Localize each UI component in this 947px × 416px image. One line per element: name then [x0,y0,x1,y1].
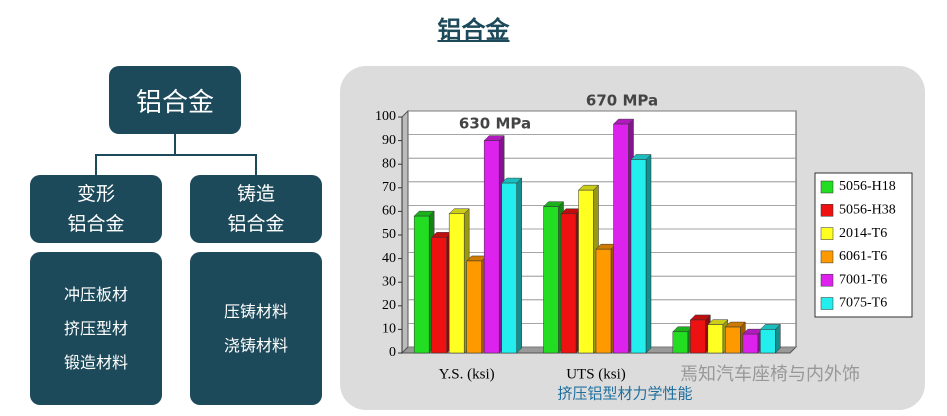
annotation: 630 MPa [459,115,531,133]
bar [466,260,482,354]
branch-label: 铝合金 [227,213,285,235]
x-tick-label: Y.S. (ksi) [439,366,495,382]
item-text: 冲压板材 [63,284,128,304]
legend-swatch [820,250,834,264]
annotation: 670 MPa [586,92,658,110]
legend-label: 6061-T6 [839,249,887,264]
items-box: 冲压板材挤压型材锻造材料 [30,252,162,405]
y-tick-label: 90 [382,133,396,148]
legend-label: 5056-H18 [839,179,896,194]
legend-swatch [820,204,834,217]
bar [543,206,559,354]
y-tick-label: 50 [382,227,396,242]
item-text: 浇铸材料 [223,335,288,355]
bar [431,237,447,354]
legend-swatch [820,180,834,194]
bar [578,189,594,354]
y-tick-label: 100 [375,109,396,124]
item-text: 锻造材料 [63,352,128,372]
bar [672,331,689,354]
y-tick-label: 20 [382,298,396,313]
bar [760,329,776,354]
bar [501,182,517,354]
branch-label: 变形 [76,183,115,205]
y-tick-label: 60 [382,204,396,219]
slide-title: 铝合金 [0,10,947,45]
bar [595,248,612,354]
legend-box [814,172,913,318]
x-tick-label: UTS (ksi) [566,366,626,382]
branch-node: 铸造 铝合金 [190,175,322,243]
branch-label: 铸造 [236,183,275,205]
legend-swatch [820,297,834,310]
legend-label: 5056-H38 [839,203,896,218]
y-tick-label: 30 [382,274,396,289]
legend-label: 7075-T6 [839,296,887,311]
y-tick-label: 40 [382,251,396,266]
branch-label: 铝合金 [67,213,125,235]
bar [483,140,500,354]
bar-side [516,177,522,354]
bar [448,213,465,354]
bar [725,326,741,354]
y-tick-label: 10 [382,322,396,337]
bar [413,215,430,354]
bar-side [645,153,652,354]
connector [95,154,256,156]
bar [613,123,629,354]
bar [560,213,577,354]
bar [742,333,759,354]
root-node: 铝合金 [109,66,241,134]
legend-label: 2014-T6 [839,226,887,241]
legend-label: 7001-T6 [839,272,887,287]
item-text: 挤压型材 [63,318,128,338]
connector [95,154,97,175]
y-tick-label: 0 [389,345,396,360]
items-box: 压铸材料 浇铸材料 [190,252,322,405]
legend-swatch [820,227,834,240]
y-tick-label: 80 [382,156,396,171]
bar [690,319,706,354]
item-text: 压铸材料 [223,301,288,321]
watermark: 焉知汽车座椅与内外饰 [680,364,860,385]
connector [255,154,257,175]
chart-subtitle: 挤压铝型材力学性能 [557,385,692,403]
connector [174,134,176,155]
branch-node: 变形 铝合金 [30,175,162,243]
legend-swatch [820,273,834,287]
bar [630,159,647,354]
side-wall [401,109,409,355]
bar [707,324,724,354]
title-text: 铝合金 [437,16,510,44]
y-tick-label: 70 [382,180,396,195]
